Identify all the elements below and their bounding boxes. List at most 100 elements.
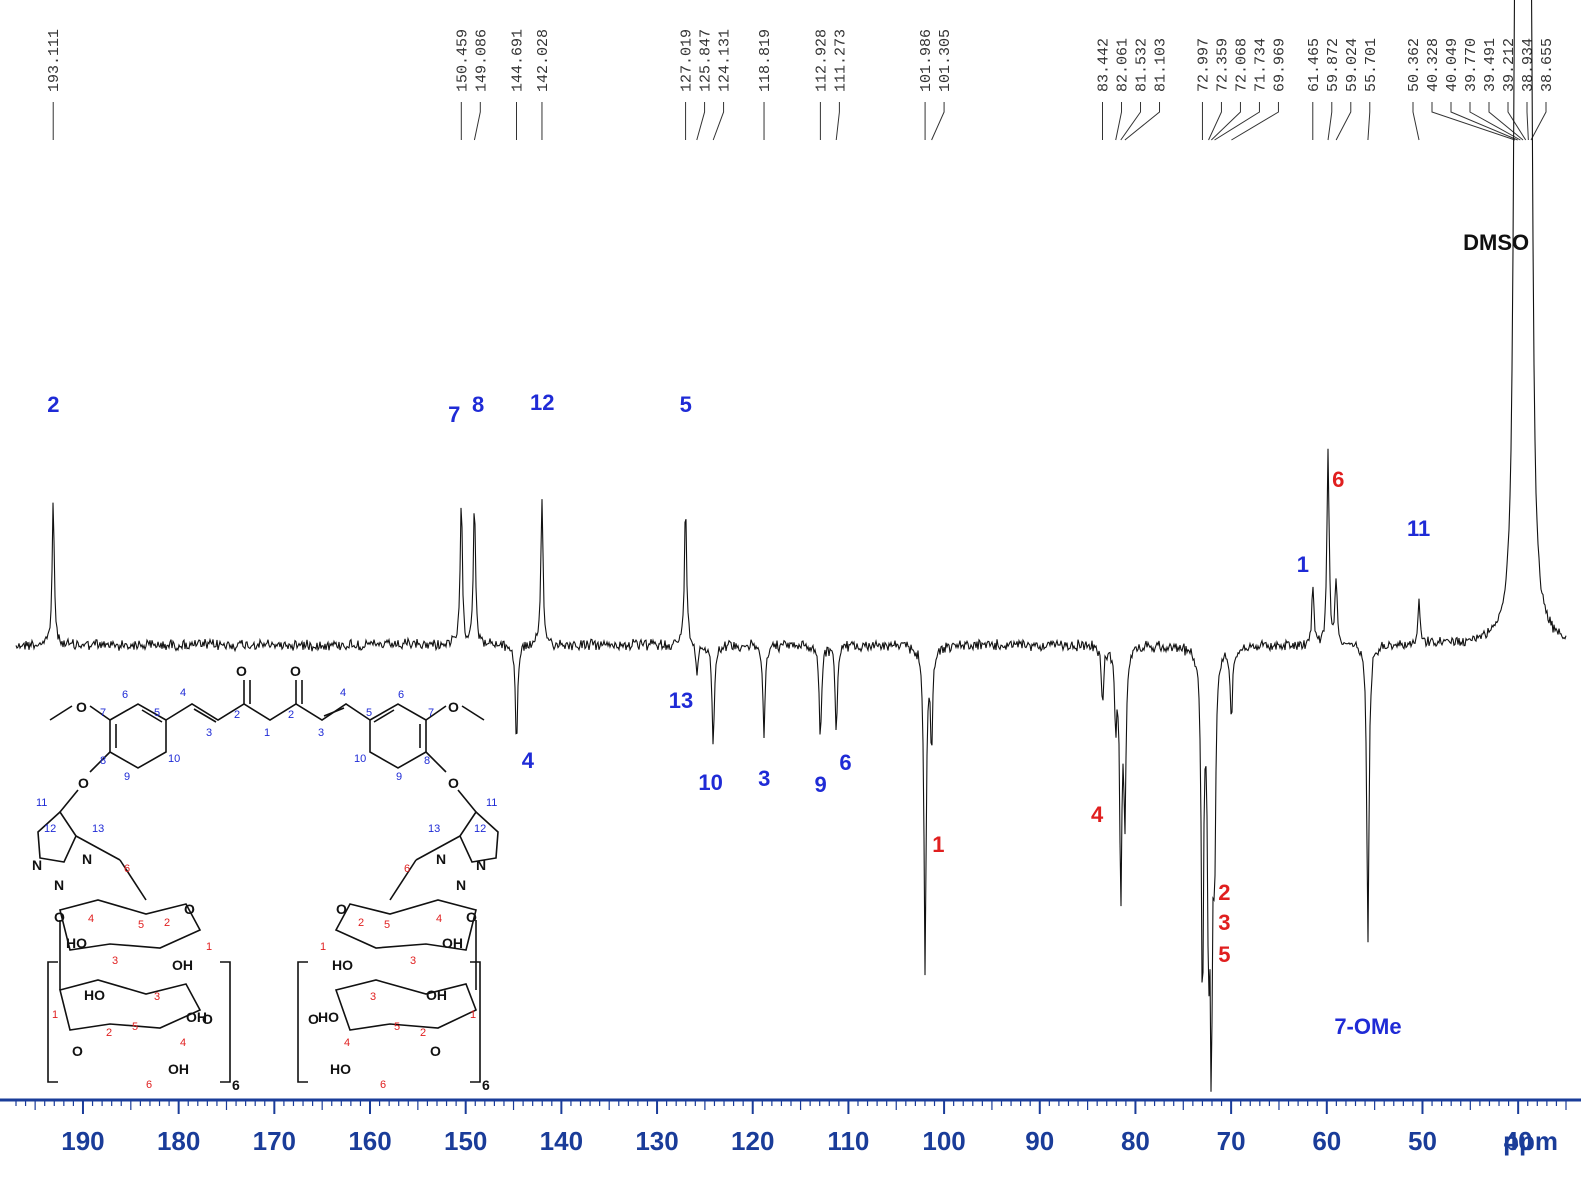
- peak-list-leader: [1431, 102, 1516, 141]
- x-axis-tick-label: 110: [827, 1126, 869, 1156]
- x-axis-tick-label: 70: [1217, 1126, 1246, 1156]
- glucose-number-2-left: 2: [164, 917, 170, 929]
- ring-oxygen-lower-left: O: [72, 1043, 83, 1059]
- triazole-n1-left: N: [82, 851, 92, 867]
- peak-list-label: 118.819: [757, 29, 774, 92]
- peak-list-label: 112.928: [813, 29, 830, 92]
- peak-assignment-label: 8: [472, 392, 484, 417]
- peak-assignment-label: 9: [815, 772, 827, 797]
- peak-list-label: 81.103: [1153, 38, 1170, 92]
- x-axis-tick-label: 170: [253, 1126, 296, 1156]
- peak-list-label: 55.701: [1363, 38, 1380, 92]
- ring-oxygen-left: O: [184, 901, 195, 917]
- peak-list-leader: [1450, 102, 1518, 141]
- peak-list-leader: [1120, 102, 1142, 141]
- peak-list-label: 59.024: [1344, 38, 1361, 92]
- x-axis-tick-label: 130: [635, 1126, 678, 1156]
- peak-list-leader: [1124, 102, 1161, 141]
- carbon-number-3-right: 3: [318, 727, 324, 739]
- carbon-number-6-right: 6: [398, 689, 404, 701]
- glycosidic-oxygen-lower-right: O: [308, 1011, 319, 1027]
- carbon-number-10-right: 10: [354, 753, 366, 765]
- x-axis-tick-label: 150: [444, 1126, 487, 1156]
- carbon-number-7-right: 7: [428, 707, 434, 719]
- peak-list-label: 193.111: [46, 29, 63, 92]
- carbon-number-12-left: 12: [44, 823, 56, 835]
- x-axis: 190 180 170 160 150 140 130 120 110 100 90 80 70 60 50…: [0, 1098, 1581, 1156]
- repeat-subscript-right: 6: [482, 1077, 490, 1093]
- peak-list-label: 59.872: [1325, 38, 1342, 92]
- glycosidic-oxygen-lower-left: O: [202, 1011, 213, 1027]
- glucose-number-4-lower-right: 4: [344, 1037, 350, 1049]
- x-axis-tick-label: 40: [1504, 1126, 1533, 1156]
- glucose-number-5-left: 5: [138, 919, 144, 931]
- peak-assignment-label: 13: [669, 688, 693, 713]
- peak-list-leader: [1214, 102, 1260, 141]
- carbonyl-oxygen-left: O: [236, 663, 247, 679]
- peak-assignment-label: 5: [1218, 942, 1230, 967]
- peak-list-leader: [1327, 102, 1333, 141]
- glucose-number-1-right: 1: [320, 941, 326, 953]
- peak-list-leader: [1488, 102, 1524, 141]
- peak-list-label: 50.362: [1406, 38, 1423, 92]
- peak-assignment-label: 2: [1218, 880, 1230, 905]
- x-axis-tick-label: 100: [922, 1126, 965, 1156]
- peak-assignment-label: 3: [758, 766, 770, 791]
- carbon-number-5-left: 5: [154, 707, 160, 719]
- peak-assignment-label: 10: [698, 770, 722, 795]
- hydroxyl-right-3: HO: [332, 957, 353, 973]
- peak-list-leader: [835, 102, 840, 141]
- peak-list-leader: [1507, 102, 1527, 141]
- x-axis-tick-label: 120: [731, 1126, 774, 1156]
- hydroxyl-lower-left-3: OH: [186, 1009, 207, 1025]
- peak-assignment-label: 1: [932, 832, 944, 857]
- hydroxyl-left-2: OH: [172, 957, 193, 973]
- peak-list-label: 72.068: [1233, 38, 1250, 92]
- carbon-number-10-left: 10: [168, 753, 180, 765]
- methoxy-oxygen-left: O: [76, 699, 87, 715]
- peak-list-label: 111.273: [832, 29, 849, 92]
- hydroxyl-left-3: HO: [66, 935, 87, 951]
- hydroxyl-right-2: OH: [442, 935, 463, 951]
- x-axis-tick-label: 190: [61, 1126, 104, 1156]
- peak-assignment-label: 1: [1297, 552, 1309, 577]
- peak-list-label: 142.028: [535, 29, 552, 92]
- triazole-n2-left: N: [32, 857, 42, 873]
- carbon-number-1: 1: [264, 727, 270, 739]
- methoxy-oxygen-right: O: [448, 699, 459, 715]
- peak-list-label: 124.131: [717, 29, 734, 92]
- peak-assignment-label: 3: [1218, 910, 1230, 935]
- carbon-number-11-right: 11: [486, 797, 497, 809]
- carbon-number-8-left: 8: [100, 755, 106, 767]
- carbon-number-9-right: 9: [396, 771, 402, 783]
- peak-list-label: 125.847: [698, 29, 715, 92]
- x-axis-tick-label: 90: [1025, 1126, 1054, 1156]
- peak-list-label: 101.305: [937, 29, 954, 92]
- glucose-number-1-lower-right: 1: [470, 1009, 476, 1021]
- x-axis-tick-label: 50: [1408, 1126, 1437, 1156]
- glucose-number-3-lower-right: 3: [370, 991, 376, 1003]
- glucose-number-2-lower-right: 2: [420, 1027, 426, 1039]
- peak-assignment-label: DMSO: [1463, 230, 1529, 255]
- ether-oxygen-right: O: [448, 775, 459, 791]
- ring-oxygen-lower-right: O: [430, 1043, 441, 1059]
- glycosidic-oxygen-right: O: [466, 909, 477, 925]
- peak-list-label: 82.061: [1115, 38, 1132, 92]
- ring-oxygen-right: O: [336, 901, 347, 917]
- peak-assignment-label: 5: [680, 392, 692, 417]
- peak-assignment-label: 6: [839, 750, 851, 775]
- peak-list-label: 71.734: [1252, 38, 1269, 92]
- peak-list-label: 149.086: [473, 29, 490, 92]
- peak-list-leader: [1367, 102, 1371, 141]
- triazole-n3-left: N: [54, 877, 64, 893]
- x-axis-tick-label: 60: [1312, 1126, 1341, 1156]
- peak-list-label: 69.969: [1271, 38, 1288, 92]
- peak-list-label: 83.442: [1096, 38, 1113, 92]
- carbon-number-13-right: 13: [428, 823, 440, 835]
- glucose-number-2-lower-left: 2: [106, 1027, 112, 1039]
- hydroxyl-lower-left-6: OH: [168, 1061, 189, 1077]
- peak-list-leader: [1412, 102, 1420, 141]
- triazole-n2-right: N: [476, 857, 486, 873]
- carbon-number-4-right: 4: [340, 687, 346, 699]
- carbon-number-4-left: 4: [180, 687, 186, 699]
